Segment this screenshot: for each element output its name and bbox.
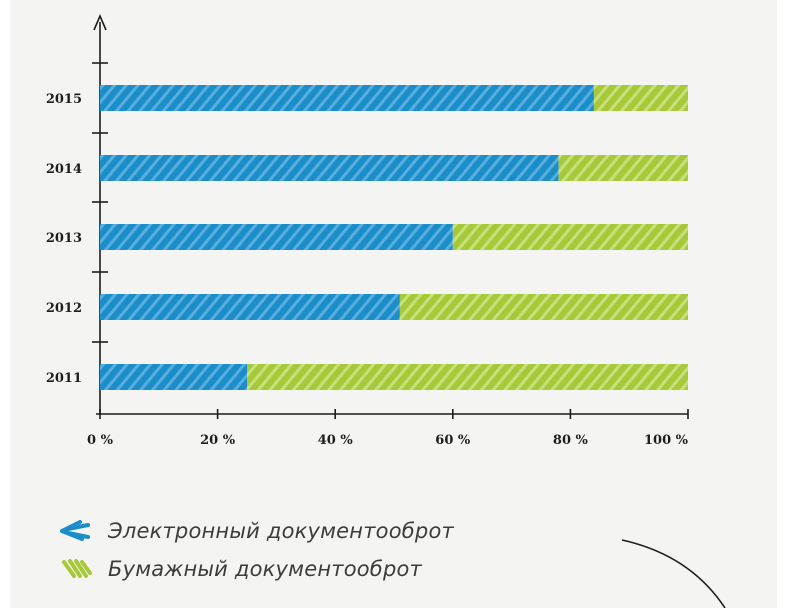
y-tick-label: 2013 xyxy=(46,231,82,246)
x-tick-label: 20 % xyxy=(200,433,236,448)
axes xyxy=(93,13,688,415)
legend-swatch-paper xyxy=(62,559,92,578)
x-tick-label: 80 % xyxy=(553,433,589,448)
x-tick-label: 40 % xyxy=(318,433,354,448)
bar-paper-2014 xyxy=(558,155,688,181)
bar-electronic-2014 xyxy=(100,155,559,181)
legend-item-electronic: Электронный документооброт xyxy=(58,512,454,550)
y-axis-arrow xyxy=(93,13,107,31)
bar-paper-2012 xyxy=(399,294,688,320)
bar-electronic-2012 xyxy=(100,294,400,320)
left-margin xyxy=(0,0,10,608)
x-tick-label: 100 % xyxy=(644,433,689,448)
legend-label-paper: Бумажный документооброт xyxy=(108,557,422,581)
legend-item-paper: Бумажный документооброт xyxy=(58,550,454,588)
x-tick-label: 60 % xyxy=(435,433,471,448)
right-margin xyxy=(777,0,787,608)
ticks-group: 2015 2014 2013 2012 2011 0 % 20 % 40 % 60 % 80 % 1… xyxy=(46,62,689,448)
x-tick-label: 0 % xyxy=(87,433,114,448)
y-tick-label: 2014 xyxy=(46,162,82,177)
bar-electronic-2013 xyxy=(100,224,453,250)
legend: Электронный документооброт Бумажный доку… xyxy=(58,512,454,588)
legend-swatch-electronic xyxy=(60,520,90,541)
y-tick-label: 2012 xyxy=(46,301,82,316)
bars-group xyxy=(100,85,688,390)
bar-electronic-2015 xyxy=(100,85,594,111)
y-tick-label: 2015 xyxy=(46,92,82,107)
bar-paper-2013 xyxy=(452,224,688,250)
bar-paper-2011 xyxy=(247,364,688,390)
bar-paper-2015 xyxy=(593,85,688,111)
y-tick-label: 2011 xyxy=(46,371,82,386)
legend-label-electronic: Электронный документооброт xyxy=(108,519,454,543)
bar-electronic-2011 xyxy=(100,364,247,390)
